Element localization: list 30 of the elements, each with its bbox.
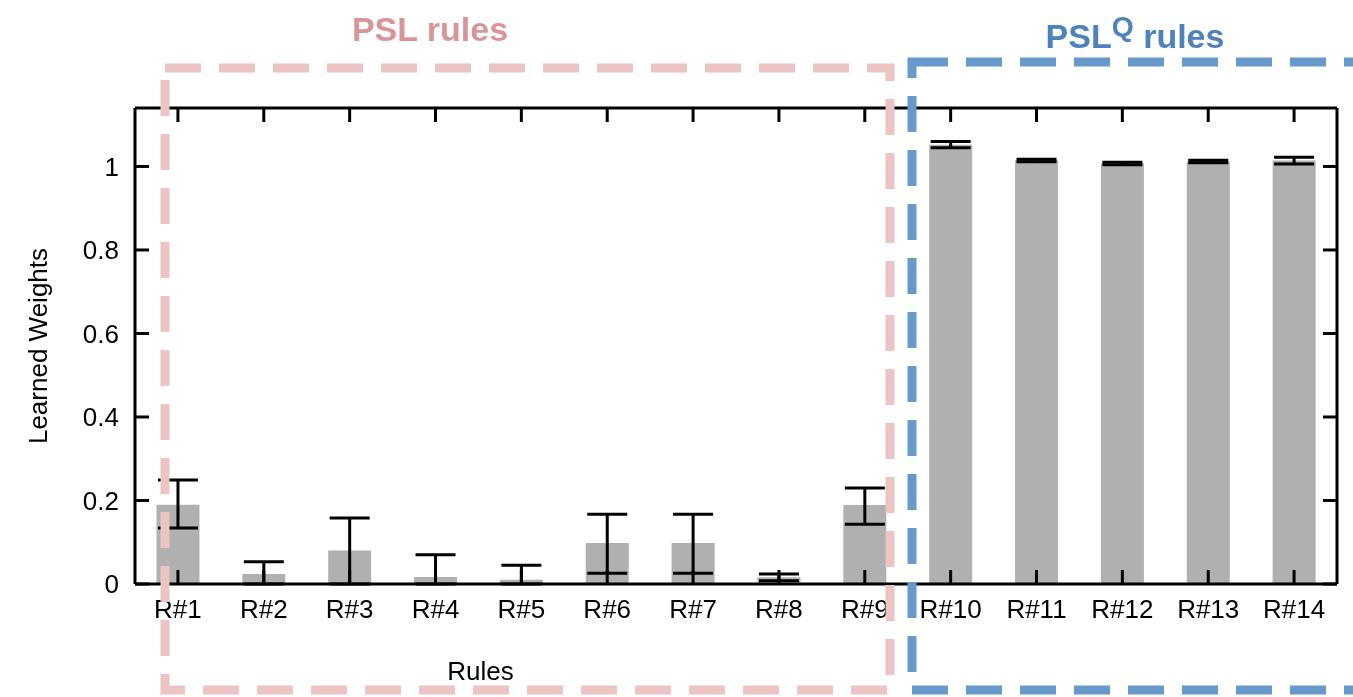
bar <box>1015 160 1059 584</box>
bar <box>1272 160 1316 584</box>
x-tick-label: R#6 <box>583 594 632 625</box>
y-axis-title: Learned Weights <box>22 247 54 445</box>
y-tick-label: 0 <box>104 569 119 600</box>
x-axis-title: Rules <box>447 656 514 686</box>
x-tick-label: R#12 <box>1091 594 1154 625</box>
x-tick-label: R#14 <box>1262 594 1326 625</box>
bar <box>929 144 973 584</box>
y-tick-label: 1 <box>104 151 119 182</box>
bar <box>1100 163 1144 584</box>
bar <box>843 505 887 584</box>
x-tick-label: R#4 <box>411 594 460 625</box>
x-tick-label: R#2 <box>239 594 288 625</box>
x-tick-label: R#7 <box>669 594 717 625</box>
x-tick-label: R#8 <box>755 594 803 625</box>
text: PSL rules <box>351 10 509 49</box>
x-tick-label: R#5 <box>497 594 546 625</box>
x-tick-label: R#11 <box>1006 594 1067 625</box>
x-tick-label: R#13 <box>1177 594 1240 625</box>
y-tick-label: 0.2 <box>82 485 119 516</box>
x-tick-label: R#3 <box>325 594 374 625</box>
bar <box>1186 161 1230 584</box>
bar <box>328 550 372 584</box>
y-tick-label: 0.6 <box>82 318 119 349</box>
text: PSL$^{Q}$ rules <box>1045 10 1225 57</box>
y-tick-label: 0.4 <box>82 402 119 433</box>
x-tick-label: R#10 <box>919 594 982 625</box>
y-tick-label: 0.8 <box>82 235 119 266</box>
x-tick-label: R#9 <box>840 594 889 625</box>
